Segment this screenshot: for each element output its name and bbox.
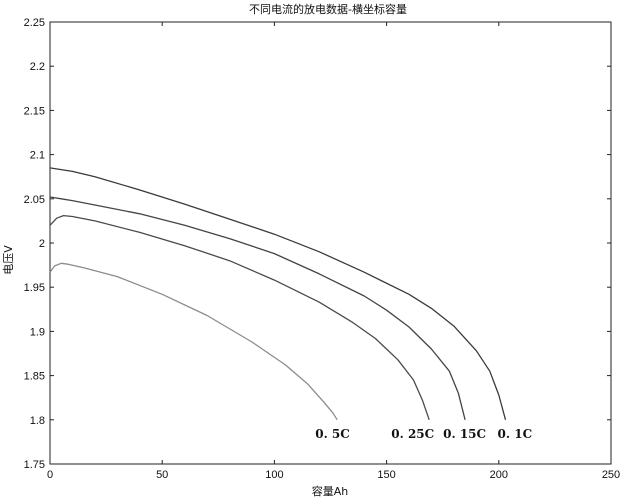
y-tick-label: 1.95 (24, 282, 45, 294)
x-tick-label: 250 (602, 469, 620, 481)
y-tick-label: 1.75 (24, 459, 45, 471)
x-axis-label: 容量Ah (312, 484, 349, 498)
y-tick-label: 2.1 (30, 150, 45, 162)
x-tick-label: 150 (377, 469, 395, 481)
x-tick-label: 50 (156, 469, 168, 481)
y-tick-label: 2.2 (30, 61, 45, 73)
series-label: 0. 15C (443, 427, 486, 441)
plot-area (49, 21, 612, 465)
series-line (49, 167, 507, 420)
series-line (49, 196, 466, 420)
y-tick-label: 1.85 (24, 371, 45, 383)
series-line (49, 214, 430, 421)
y-tick-label: 2.15 (24, 105, 45, 117)
y-axis: 1.75 1.8 1.85 1.9 1.95 2 2.05 2.1 2.15 2.2 2.25 (24, 17, 611, 471)
y-axis-label: 电压V (2, 245, 15, 275)
x-axis: 0 50 100 150 200 250 (47, 22, 620, 481)
y-tick-label: 2.05 (24, 194, 45, 206)
y-tick-label: 2 (39, 238, 45, 250)
x-tick-label: 100 (265, 469, 283, 481)
series-label: 0. 1C (498, 427, 533, 441)
series-label: 0. 25C (391, 427, 434, 441)
y-tick-label: 2.25 (24, 17, 45, 29)
chart-title: 不同电流的放电数据-横坐标容量 (249, 2, 407, 16)
series-labels: 0. 1C 0. 15C 0. 25C 0. 5C (315, 427, 532, 441)
x-tick-label: 0 (47, 469, 53, 481)
series-line (49, 262, 338, 421)
series-lines (49, 167, 507, 421)
series-label: 0. 5C (315, 427, 350, 441)
y-tick-label: 1.9 (30, 326, 45, 338)
x-tick-label: 200 (490, 469, 508, 481)
y-tick-label: 1.8 (30, 415, 45, 427)
